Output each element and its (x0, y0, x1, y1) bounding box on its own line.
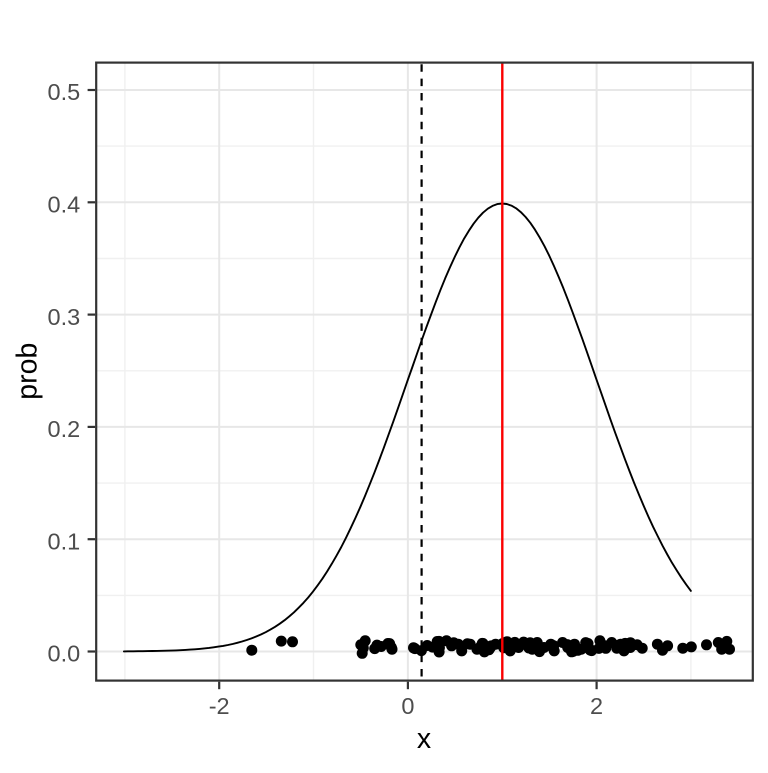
svg-text:2: 2 (590, 693, 603, 719)
svg-text:x: x (417, 723, 431, 755)
svg-text:0.3: 0.3 (48, 304, 81, 330)
svg-text:0: 0 (401, 693, 414, 719)
svg-text:0.4: 0.4 (48, 192, 81, 218)
svg-text:-2: -2 (209, 693, 230, 719)
svg-text:prob: prob (11, 343, 43, 400)
svg-text:0.5: 0.5 (48, 79, 81, 105)
svg-text:0.2: 0.2 (48, 416, 81, 442)
svg-text:0.0: 0.0 (48, 641, 81, 667)
svg-text:0.1: 0.1 (48, 528, 81, 554)
